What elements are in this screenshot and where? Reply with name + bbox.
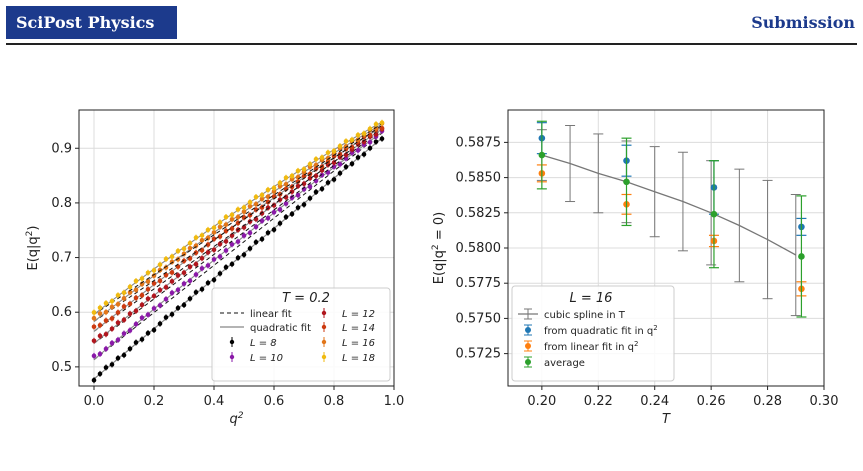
y-tick-label: 0.9: [51, 141, 72, 156]
y-tick-label: 0.7: [51, 251, 72, 266]
legend-marker: [321, 324, 327, 330]
y-tick-label: 0.5850: [456, 171, 502, 186]
data-point: [538, 151, 546, 159]
x-tick-label: 0.24: [640, 394, 669, 409]
spline-line: [541, 154, 797, 256]
linear-fit-line: [93, 123, 383, 315]
legend-box-right: [511, 285, 675, 382]
journal-badge: SciPost Physics: [6, 6, 177, 39]
legend-label: linear fit: [250, 309, 292, 320]
legend-label: from linear fit in q2: [544, 340, 638, 353]
legend-label: quadratic fit: [250, 323, 311, 334]
y-axis-label: E(q|q2): [25, 225, 41, 270]
legend-label: L = 8: [250, 338, 277, 349]
submission-label: Submission: [751, 13, 855, 32]
legend-label: L = 14: [342, 323, 375, 334]
data-point: [623, 178, 630, 186]
y-tick-label: 0.5725: [456, 347, 502, 362]
legend-title: L = 16: [570, 291, 613, 306]
x-tick-label: 0.6: [264, 394, 285, 409]
legend-marker: [321, 339, 327, 345]
x-tick-label: 0.26: [697, 394, 726, 409]
x-tick-label: 0.4: [204, 394, 225, 409]
legend-marker: [229, 339, 235, 345]
header-rule: [6, 43, 857, 45]
legend-label: L = 12: [342, 309, 375, 320]
legend-label: L = 10: [250, 353, 283, 364]
y-tick-label: 0.5800: [456, 241, 502, 256]
legend-box-left: [211, 287, 391, 382]
plot-frame-right: [507, 109, 825, 387]
linear-fit-line: [93, 124, 383, 322]
page-header: SciPost Physics Submission: [0, 0, 863, 46]
plot-frame-left: [78, 109, 395, 387]
x-tick-label: 0.2: [144, 394, 165, 409]
legend-marker: [321, 310, 327, 316]
legend-label: L = 18: [342, 353, 375, 364]
x-tick-label: 0.30: [810, 394, 839, 409]
x-tick-label: 1.0: [384, 394, 405, 409]
data-point: [798, 253, 805, 260]
legend-marker: [525, 359, 531, 365]
legend-label: cubic spline in T: [544, 310, 626, 321]
legend-title: T = 0.2: [282, 291, 330, 306]
x-tick-label: 0.8: [324, 394, 345, 409]
y-tick-label: 0.8: [51, 196, 72, 211]
legend-label: L = 16: [342, 338, 375, 349]
legend-label: from quadratic fit in q2: [544, 324, 658, 337]
x-tick-label: 0.0: [84, 394, 105, 409]
y-tick-label: 0.5875: [456, 135, 502, 150]
y-axis-label: E(q|q2 = 0): [431, 212, 447, 284]
legend-marker: [525, 343, 531, 349]
y-tick-label: 0.6: [51, 305, 72, 320]
x-tick-label: 0.20: [527, 394, 556, 409]
legend-marker: [229, 354, 235, 360]
y-tick-label: 0.5825: [456, 206, 502, 221]
y-tick-label: 0.5775: [456, 276, 502, 291]
legend-label: average: [544, 358, 585, 369]
x-tick-label: 0.22: [584, 394, 613, 409]
x-axis-label: T: [662, 412, 671, 427]
x-tick-label: 0.28: [753, 394, 782, 409]
x-axis-label: q2: [229, 411, 243, 427]
legend-marker: [525, 327, 531, 333]
legend-marker: [321, 354, 327, 360]
linear-fit-line: [93, 132, 383, 361]
y-tick-label: 0.5750: [456, 311, 502, 326]
y-tick-label: 0.5: [51, 360, 72, 375]
data-point: [710, 210, 718, 218]
